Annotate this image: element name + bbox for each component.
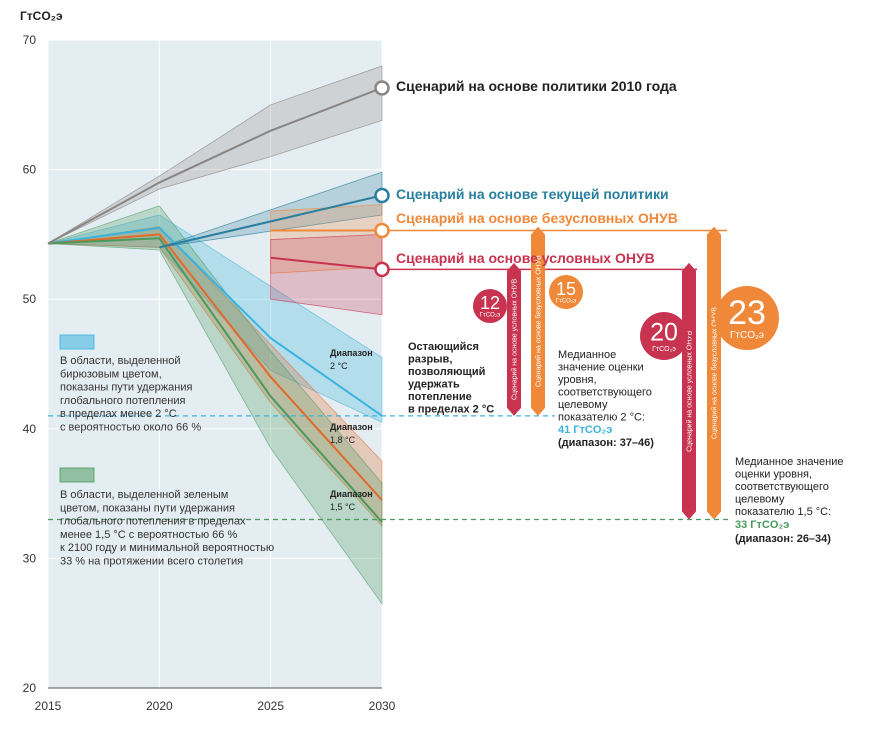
gap-value: 20 (650, 318, 678, 346)
legend-text-line: глобального потепления (60, 395, 185, 407)
median-15c-line: оценки уровня, (735, 469, 812, 481)
y-tick-label: 50 (23, 292, 37, 306)
y-tick-label: 30 (23, 551, 37, 565)
legend-text-line: менее 1,5 °C с вероятностью 66 % (60, 529, 237, 541)
legend-swatch (59, 467, 95, 483)
median-2c-value: 41 ГтCO₂э (558, 424, 612, 436)
legend-text-line: в пределах менее 2 °C (60, 408, 177, 420)
x-tick-label: 2020 (146, 699, 173, 713)
gap-circle (640, 312, 688, 360)
gap-title-line: Остающийся (408, 341, 479, 353)
pathway-range-label: Диапазон (330, 348, 373, 358)
gap-unit: ГтCO₂э (652, 346, 676, 353)
median-15c-line: соответствующего (735, 481, 829, 493)
median-15c-range: (диапазон: 26–34) (735, 533, 831, 545)
gap-title-line: в пределах 2 °C (408, 404, 494, 416)
pathway-range-label: Диапазон (330, 489, 373, 499)
scenario-marker (374, 261, 390, 278)
y-tick-label: 70 (23, 33, 37, 47)
median-2c-line: целевому (558, 399, 608, 411)
scenario-marker (374, 80, 390, 96)
gap-unit: ГтCO₂э (480, 313, 500, 319)
legend-text-line: В области, выделенной (60, 355, 181, 367)
pathway-name-label: 1,8 °C (330, 435, 356, 445)
series-lines (47, 80, 727, 523)
gap-unit: ГтCO₂э (556, 299, 576, 305)
median-15c-value: 33 ГтCO₂э (735, 519, 789, 531)
legend-text-line: В области, выделенной зеленым (60, 489, 228, 501)
scenario-line (159, 194, 383, 249)
pathway-line (47, 233, 383, 501)
gap-circle (549, 275, 583, 309)
gap-title-line: позволяющий (408, 366, 485, 378)
legend-text-line: 33 % на протяжении всего столетия (60, 556, 243, 568)
gap-bar-label: Сценарий на основе безусловных ОНУВ (711, 307, 719, 439)
y-tick-label: 60 (23, 163, 37, 177)
gap-bar-label: Сценарий на основе условных ОНУВ (686, 330, 694, 452)
gap-bar (507, 262, 521, 416)
scenario-label: Сценарий на основе политики 2010 года (396, 78, 677, 94)
x-tick-label: 2025 (257, 699, 284, 713)
scenario-label: Сценарий на основе условных ОНУВ (396, 250, 655, 266)
median-2c-range: (диапазон: 37–46) (558, 437, 654, 449)
median-2c-line: уровня, (558, 374, 597, 386)
pathway-line (47, 226, 383, 417)
median-15c-line: Медианное значение (735, 456, 843, 468)
gap-circle (473, 289, 507, 323)
legend-text-line: с вероятностью около 66 % (60, 422, 201, 434)
legend-text-line: глобального потепления в пределах (60, 516, 246, 528)
gap-bar-label: Сценарий на основе безусловных ОНУВ (535, 255, 543, 387)
median-15c-line: показателю 1,5 °C: (735, 506, 831, 518)
median-2c-line: соответствующего (558, 387, 652, 399)
gap-bar (707, 226, 721, 520)
scenario-line (270, 256, 383, 271)
reference-lines (48, 415, 730, 521)
gap-bar-label: Сценарий на основе условных ОНУВ (511, 278, 519, 400)
pathway-band (47, 214, 383, 423)
gap-value: 23 (728, 294, 766, 332)
gap-title-line: потепление (408, 391, 472, 403)
y-tick-label: 40 (23, 422, 37, 436)
x-tick-label: 2015 (35, 699, 62, 713)
gap-bar (531, 226, 545, 416)
pathway-range-label: Диапазон (330, 422, 373, 432)
scenario-label: Сценарий на основе текущей политики (396, 186, 669, 202)
median-15c-line: целевому (735, 494, 785, 506)
gap-title-line: удержать (408, 379, 460, 391)
gap-value: 12 (480, 293, 500, 313)
gap-bars: Сценарий на основе условных ОНУВ12ГтCO₂э… (473, 226, 779, 520)
pathway-band (47, 205, 383, 606)
pathway-line (47, 237, 383, 523)
plot-background (48, 40, 382, 688)
y-tick-label: 20 (23, 681, 37, 695)
gap-title-line: разрыв, (408, 354, 452, 366)
scenario-band (270, 233, 383, 316)
scenario-label: Сценарий на основе безусловных ОНУВ (396, 210, 678, 226)
legend-text-line: бирюзовым цветом, (60, 368, 162, 380)
gap-circle (715, 286, 779, 350)
pathway-name-label: 1,5 °C (330, 502, 356, 512)
legend-text-line: показаны пути удержания (60, 382, 193, 394)
pathway-name-label: 2 °C (330, 361, 348, 371)
scenario-marker (374, 222, 390, 239)
scenario-line (47, 87, 383, 245)
median-2c-line: Медианное (558, 349, 616, 361)
x-tick-label: 2030 (369, 699, 396, 713)
labels: Сценарий на основе политики 2010 года Сце… (330, 78, 843, 545)
y-axis-title: ГтCO₂э (20, 9, 63, 23)
legend-text-line: к 2100 году и минимальной вероятностью (60, 542, 274, 554)
gap-value: 15 (556, 279, 576, 299)
median-2c-line: значение оценки (558, 362, 644, 374)
legend-swatch (59, 334, 95, 350)
legend-text-line: цветом, показаны пути удержания (60, 502, 235, 514)
gap-unit: ГтCO₂э (730, 330, 764, 341)
scenario-marker (374, 187, 390, 204)
median-2c-line: показателю 2 °C: (558, 412, 645, 424)
